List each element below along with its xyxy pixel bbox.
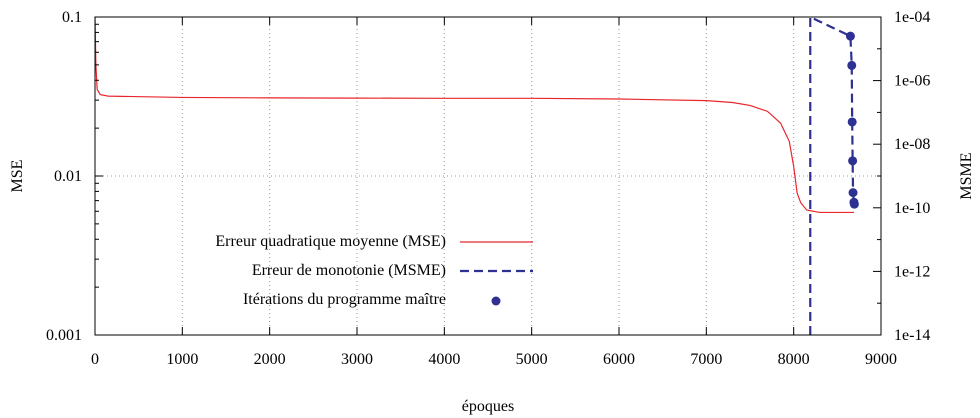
legend-label-msme: Erreur de monotonie (MSME)	[252, 262, 446, 279]
x-tick-label: 1000	[166, 351, 198, 368]
legend: Erreur quadratique moyenne (MSE) Erreur …	[215, 233, 533, 308]
series-layer	[95, 17, 859, 335]
x-tick-label: 3000	[341, 351, 373, 368]
grid	[95, 17, 881, 335]
y2-tick-label: 1e-04	[894, 9, 930, 26]
y-tick-label: 0.1	[62, 9, 82, 26]
x-tick-label: 5000	[516, 351, 548, 368]
ticks	[94, 16, 882, 336]
iteration-point	[848, 188, 858, 198]
y2-tick-label: 1e-12	[894, 263, 930, 280]
y-axis-label: MSE	[9, 160, 26, 193]
iteration-point	[848, 156, 858, 166]
iteration-point	[849, 199, 859, 209]
series-line-mse	[95, 17, 854, 214]
y-tick-label: 0.01	[54, 168, 82, 185]
x-tick-label: 2000	[254, 351, 286, 368]
iteration-point	[847, 117, 857, 127]
y2-tick-label: 1e-14	[894, 327, 930, 344]
x-tick-label: 9000	[865, 351, 897, 368]
y2-axis-label: MSME	[958, 152, 975, 199]
x-tick-label: 0	[91, 351, 99, 368]
legend-label-iterations: Itérations du programme maître	[243, 291, 446, 308]
x-tick-label: 4000	[428, 351, 460, 368]
iteration-point	[847, 60, 857, 70]
series-line-msme	[809, 17, 856, 335]
y2-tick-label: 1e-08	[894, 136, 930, 153]
x-axis-label: époques	[462, 398, 514, 415]
x-tick-label: 7000	[690, 351, 722, 368]
x-tick-label: 6000	[603, 351, 635, 368]
x-tick-label: 8000	[778, 351, 810, 368]
legend-label-mse: Erreur quadratique moyenne (MSE)	[215, 233, 446, 250]
iteration-point	[845, 31, 855, 41]
tick-labels: 0 1000 2000 3000 4000 5000 6000 7000 8000 9000 0.1…	[46, 9, 930, 368]
y-tick-label: 0.001	[46, 327, 82, 344]
y2-tick-label: 1e-06	[894, 73, 930, 90]
y2-tick-label: 1e-10	[894, 200, 930, 217]
legend-swatch-iterations	[491, 296, 501, 306]
